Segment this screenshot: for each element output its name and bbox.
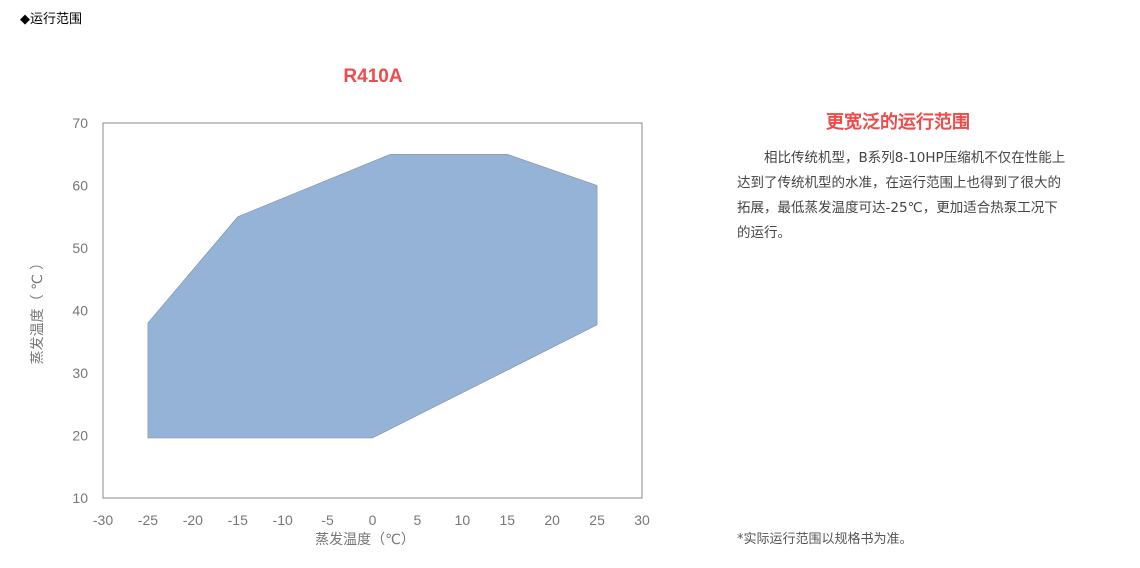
x-tick-label: -5	[321, 512, 334, 528]
section-title: ◆运行范围	[20, 12, 82, 27]
x-tick-label: 30	[634, 512, 650, 528]
y-tick-label: 70	[72, 115, 88, 131]
y-tick-label: 30	[72, 365, 88, 381]
x-tick-label: -10	[273, 512, 293, 528]
y-axis-label: 蒸发温度（ ℃ ）	[30, 256, 46, 365]
x-tick-label: 25	[589, 512, 605, 528]
description-text: 相比传统机型，B系列8-10HP压缩机不仅在性能上达到了传统机型的水准，在运行范…	[737, 150, 1066, 241]
y-tick-label: 10	[72, 490, 88, 506]
operating-range-area	[147, 153, 598, 439]
chart-title: R410A	[343, 66, 403, 87]
x-tick-label: 15	[499, 512, 515, 528]
x-tick-label: 5	[414, 512, 422, 528]
description-title: 更宽泛的运行范围	[826, 112, 970, 133]
y-tick-label: 50	[72, 240, 88, 256]
x-tick-label: -30	[93, 512, 113, 528]
x-tick-label: -20	[183, 512, 203, 528]
x-axis-label: 蒸发温度（℃）	[315, 532, 415, 548]
x-tick-label: 20	[544, 512, 560, 528]
y-tick-label: 40	[72, 303, 88, 319]
x-tick-label: -25	[138, 512, 158, 528]
footnote: *实际运行范围以规格书为准。	[737, 532, 913, 547]
x-tick-label: -15	[228, 512, 248, 528]
y-tick-label: 20	[72, 428, 88, 444]
operating-range-chart: -30 -25 -20 -15 -10 -5 0 5 10 15 20 25 30 10 20 30 40 50 6…	[30, 115, 650, 548]
x-tick-label: 0	[369, 512, 377, 528]
y-tick-label: 60	[72, 178, 88, 194]
x-tick-label: 10	[455, 512, 471, 528]
